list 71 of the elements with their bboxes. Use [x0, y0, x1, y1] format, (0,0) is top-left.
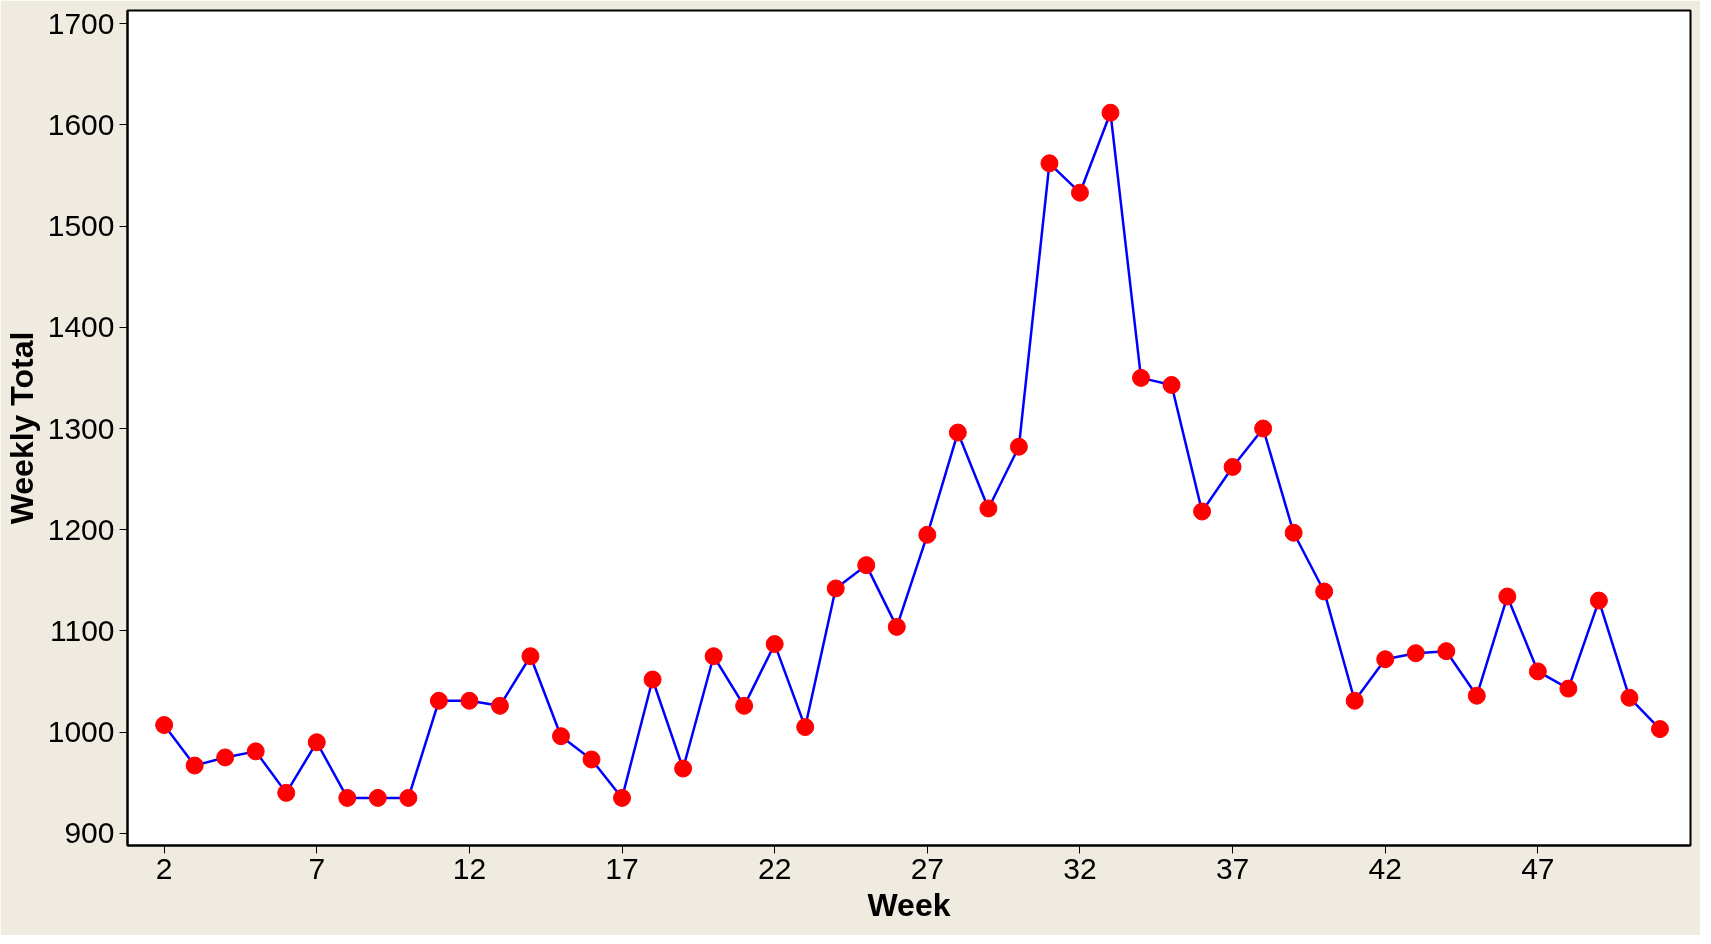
point [338, 788, 357, 807]
point [887, 617, 906, 636]
point [796, 718, 815, 737]
point [1498, 587, 1517, 606]
point [1254, 419, 1273, 438]
point [613, 788, 632, 807]
point [185, 756, 204, 775]
point [1193, 502, 1212, 521]
x-tick-label: 2 [155, 851, 173, 885]
point [765, 635, 784, 654]
point [1040, 154, 1059, 173]
point [277, 783, 296, 802]
x-tick-label: 47 [1521, 851, 1555, 885]
x-tick-label: 32 [1063, 851, 1097, 885]
point [1467, 686, 1486, 705]
point [857, 556, 876, 575]
x-tick-label: 7 [308, 851, 326, 885]
y-tick-label: 1100 [49, 613, 115, 647]
point [1345, 691, 1364, 710]
point [643, 670, 662, 689]
y-axis-title: Weekly Total [3, 331, 40, 525]
point [674, 759, 693, 778]
point [551, 727, 570, 746]
y-tick-label: 1200 [47, 512, 115, 546]
point [1528, 662, 1547, 681]
x-axis-title: Week [867, 886, 951, 923]
point [1559, 679, 1578, 698]
point [948, 423, 967, 442]
y-tick-label: 1300 [47, 411, 115, 445]
point [704, 647, 723, 666]
point [460, 691, 479, 710]
x-tick-label: 42 [1368, 851, 1402, 885]
point [1009, 437, 1028, 456]
point [155, 716, 174, 735]
point [521, 647, 540, 666]
x-tick-label: 12 [452, 851, 487, 885]
x-tick-label: 27 [910, 851, 945, 885]
point [1437, 642, 1456, 661]
point [1101, 103, 1120, 122]
x-tick-label: 37 [1215, 851, 1250, 885]
point [979, 499, 998, 518]
point [582, 750, 601, 769]
point [490, 696, 509, 715]
point [1650, 720, 1669, 739]
point [1406, 644, 1425, 663]
point [216, 748, 235, 767]
point [826, 579, 845, 598]
point [1284, 523, 1303, 542]
point [368, 788, 387, 807]
y-tick-label: 1500 [47, 209, 115, 243]
x-tick-label: 17 [605, 851, 639, 885]
x-tick-label: 22 [758, 851, 792, 885]
point [307, 733, 326, 752]
point [1070, 183, 1089, 202]
point [399, 788, 418, 807]
point [735, 696, 754, 715]
y-tick-label: 1700 [47, 6, 115, 40]
y-tick-label: 1400 [47, 310, 115, 344]
point [429, 691, 448, 710]
point [918, 525, 937, 544]
point [1162, 376, 1181, 394]
y-tick-label: 1000 [47, 715, 115, 749]
point [1376, 650, 1395, 669]
point [246, 742, 265, 761]
point [1223, 457, 1242, 476]
point [1132, 368, 1151, 387]
point [1620, 688, 1639, 707]
y-tick-label: 1600 [47, 107, 115, 141]
point [1589, 591, 1608, 610]
y-tick-label: 900 [64, 816, 115, 850]
point [1315, 582, 1334, 601]
